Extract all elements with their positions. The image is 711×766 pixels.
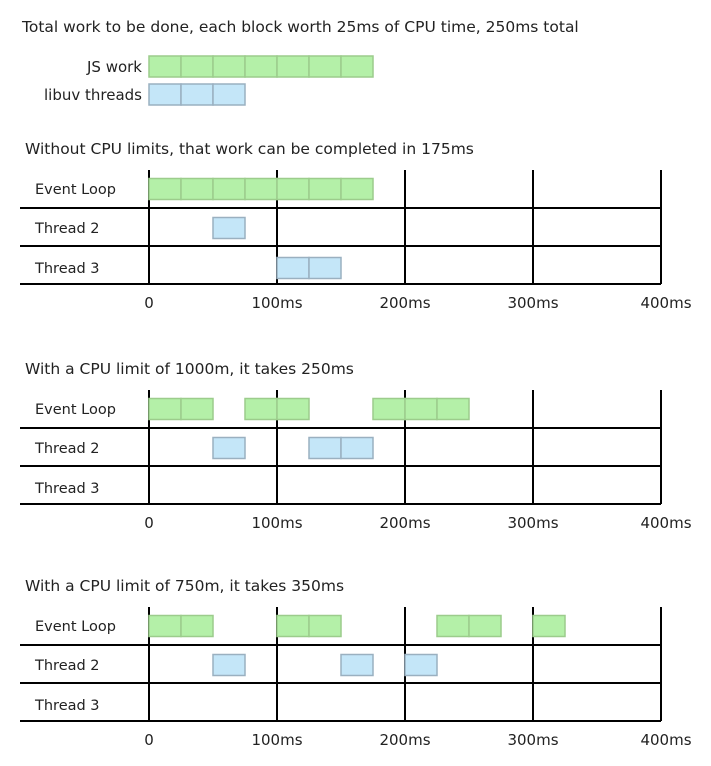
js-work-block: [148, 55, 182, 78]
no-limit-thread-2-label: Thread 2: [34, 221, 100, 237]
js-work-label: JS work: [86, 58, 142, 76]
limit-750m-event-loop-block: [148, 614, 182, 638]
limit-750m-event-loop-block: [532, 614, 566, 638]
limit-1000m-thread-3-label: Thread 3: [34, 481, 100, 497]
limit-1000m-thread-2-block: [212, 436, 246, 460]
limit-1000m-tick-label: 200ms: [379, 514, 430, 532]
libuv-threads-label: libuv threads: [44, 86, 142, 104]
no-limit-thread-2-block: [212, 216, 246, 240]
limit-750m-event-loop-label: Event Loop: [35, 619, 116, 635]
limit-1000m-event-loop-block: [244, 397, 278, 421]
limit-1000m-event-loop-block: [372, 397, 406, 421]
limit-1000m-chart-title: With a CPU limit of 1000m, it takes 250m…: [25, 360, 354, 378]
no-limit-thread-3-label: Thread 3: [34, 261, 100, 277]
limit-1000m-event-loop-label: Event Loop: [35, 402, 116, 418]
limit-1000m-thread-2-label: Thread 2: [34, 441, 100, 457]
js-work-block: [212, 55, 246, 78]
no-limit-chart-title: Without CPU limits, that work can be com…: [25, 140, 474, 158]
no-limit-tick-label: 0: [144, 294, 154, 312]
limit-750m-thread-2-block: [340, 653, 374, 677]
limit-1000m-tick-label: 100ms: [251, 514, 302, 532]
limit-750m-event-loop-block: [468, 614, 502, 638]
no-limit-event-loop-block: [244, 177, 278, 201]
no-limit-tick-label: 400ms: [640, 294, 691, 312]
no-limit-event-loop-block: [180, 177, 214, 201]
limit-1000m-tick-label: 300ms: [507, 514, 558, 532]
no-limit-tick-label: 300ms: [507, 294, 558, 312]
limit-1000m-event-loop-block: [436, 397, 470, 421]
limit-750m-thread-2-label: Thread 2: [34, 658, 100, 674]
intro-title: Total work to be done, each block worth …: [21, 18, 579, 36]
libuv-thread-block: [148, 83, 182, 106]
limit-750m-tick-label: 200ms: [379, 731, 430, 749]
no-limit-event-loop-block: [308, 177, 342, 201]
limit-750m-event-loop-block: [308, 614, 342, 638]
libuv-thread-block: [180, 83, 214, 106]
js-work-block: [244, 55, 278, 78]
limit-750m-event-loop-block: [180, 614, 214, 638]
limit-1000m-event-loop-block: [276, 397, 310, 421]
limit-750m-tick-label: 400ms: [640, 731, 691, 749]
limit-750m-tick-label: 0: [144, 731, 154, 749]
no-limit-event-loop-block: [340, 177, 374, 201]
limit-750m-tick-label: 100ms: [251, 731, 302, 749]
no-limit-tick-label: 200ms: [379, 294, 430, 312]
limit-750m-event-loop-block: [276, 614, 310, 638]
limit-750m-chart-title: With a CPU limit of 750m, it takes 350ms: [25, 577, 344, 595]
js-work-block: [276, 55, 310, 78]
libuv-thread-block: [212, 83, 246, 106]
no-limit-event-loop-label: Event Loop: [35, 182, 116, 198]
no-limit-event-loop-block: [148, 177, 182, 201]
limit-750m-thread-2-block: [404, 653, 438, 677]
limit-1000m-thread-2-block: [340, 436, 374, 460]
no-limit-event-loop-block: [276, 177, 310, 201]
js-work-block: [308, 55, 342, 78]
no-limit-thread-3-block: [308, 256, 342, 280]
js-work-block: [180, 55, 214, 78]
limit-1000m-event-loop-block: [148, 397, 182, 421]
limit-750m-event-loop-block: [436, 614, 470, 638]
limit-1000m-tick-label: 400ms: [640, 514, 691, 532]
limit-750m-thread-3-label: Thread 3: [34, 698, 100, 714]
limit-750m-tick-label: 300ms: [507, 731, 558, 749]
limit-750m-thread-2-block: [212, 653, 246, 677]
js-work-block: [340, 55, 374, 78]
limit-1000m-thread-2-block: [308, 436, 342, 460]
limit-1000m-tick-label: 0: [144, 514, 154, 532]
limit-1000m-event-loop-block: [180, 397, 214, 421]
no-limit-tick-label: 100ms: [251, 294, 302, 312]
no-limit-event-loop-block: [212, 177, 246, 201]
limit-1000m-event-loop-block: [404, 397, 438, 421]
no-limit-thread-3-block: [276, 256, 310, 280]
